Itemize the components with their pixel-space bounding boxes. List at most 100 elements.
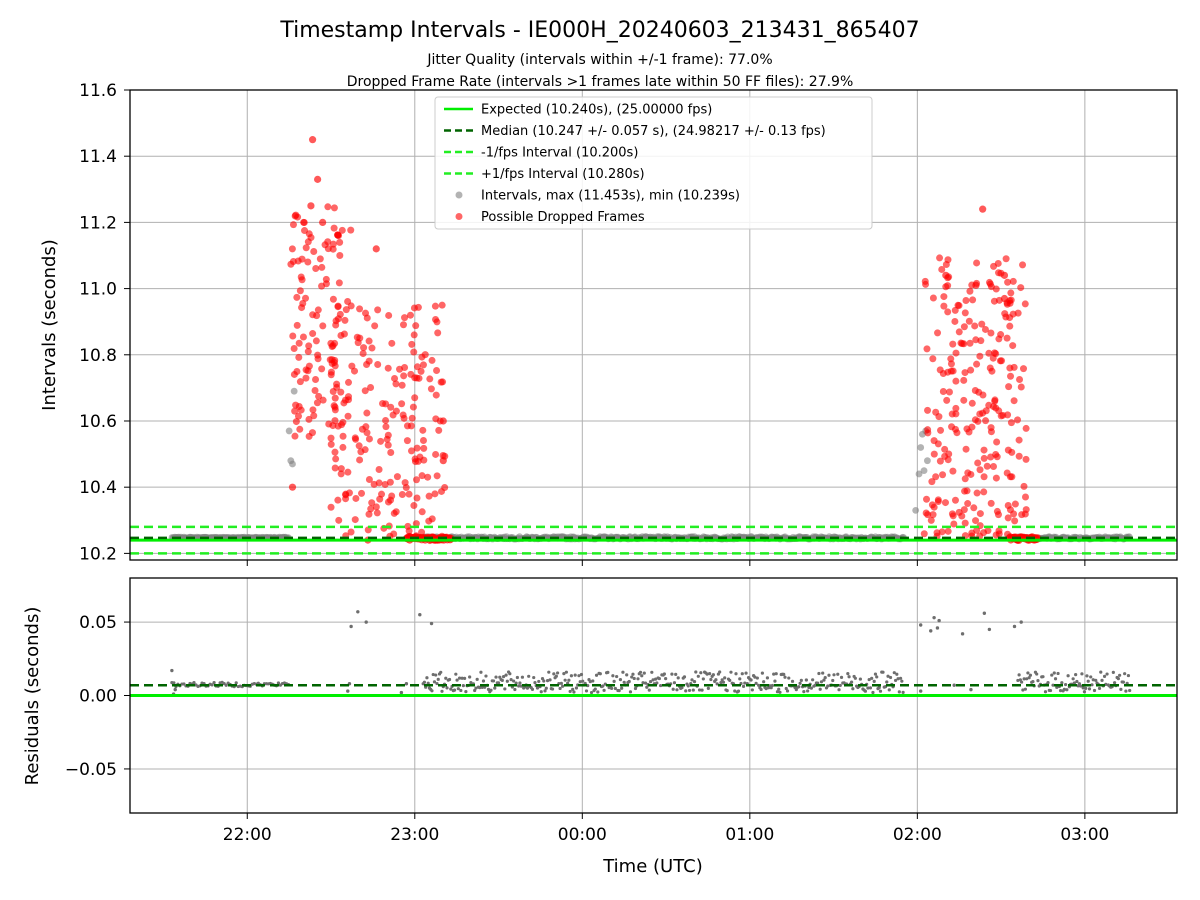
residual-point: [439, 670, 443, 674]
residual-point: [1043, 690, 1048, 694]
dropped-frame-point: [439, 378, 447, 386]
dropped-frame-point: [310, 412, 318, 420]
dropped-frame-point: [1021, 300, 1029, 308]
dropped-frame-point: [976, 352, 984, 360]
dropped-frame-point: [1000, 271, 1009, 279]
residual-point: [468, 675, 472, 679]
residual-point: [960, 632, 965, 636]
dropped-frame-point: [398, 381, 406, 389]
residual-point: [935, 626, 940, 630]
residual-point: [1055, 685, 1059, 689]
dropped-frame-point: [433, 472, 441, 480]
dropped-frame-point: [1007, 372, 1015, 380]
residual-point: [598, 672, 602, 676]
residual-point: [687, 688, 692, 693]
residual-point: [561, 684, 565, 688]
residual-point: [509, 678, 513, 682]
dropped-frame-point: [992, 285, 1000, 293]
residual-point: [1017, 673, 1021, 677]
residual-point: [839, 675, 844, 679]
residual-point: [875, 675, 879, 679]
residual-point: [729, 670, 733, 674]
residual-point: [901, 690, 905, 694]
dropped-frame-point: [971, 386, 979, 394]
residual-point: [1012, 624, 1017, 629]
dropped-frame-point: [432, 391, 440, 399]
dropped-frame-point: [992, 531, 1000, 539]
residual-point: [932, 615, 936, 620]
residual-point: [846, 672, 850, 676]
residual-point: [871, 690, 875, 695]
dropped-frame-point: [920, 530, 928, 538]
dropped-frame-point: [413, 494, 421, 502]
dropped-frame-point: [295, 353, 303, 361]
residual-point: [898, 676, 903, 680]
residual-point: [475, 677, 479, 681]
residual-point: [444, 676, 448, 680]
dropped-frame-point: [335, 279, 343, 287]
residual-point: [478, 686, 482, 690]
residual-point: [617, 689, 621, 693]
dropped-frame-point: [296, 425, 304, 433]
dropped-frame-point: [1009, 342, 1017, 350]
dropped-frame-point: [324, 245, 332, 253]
residual-point: [493, 686, 497, 690]
residuals-x-ticks: 22:00 23:00 00:00 01:00 02:00 03:00: [223, 813, 1109, 845]
residual-point: [770, 683, 775, 688]
residual-point: [1090, 683, 1094, 687]
residual-point: [888, 675, 893, 680]
residual-point: [651, 678, 655, 682]
residual-point: [675, 688, 679, 692]
dropped-frame-point: [435, 426, 443, 434]
dropped-frame-point: [307, 202, 315, 210]
dropped-frame-point: [290, 370, 298, 378]
dropped-frame-point: [976, 510, 984, 518]
dropped-frame-point: [965, 428, 973, 436]
dropped-frame-point: [961, 475, 969, 483]
residual-point: [1041, 675, 1045, 679]
dropped-frame-point: [921, 277, 929, 285]
dropped-frame-point: [347, 302, 355, 310]
residual-point: [1062, 687, 1066, 691]
residual-point: [1080, 672, 1084, 676]
residual-point: [473, 688, 477, 693]
dropped-frame-point: [958, 340, 966, 348]
dropped-frame-point: [393, 473, 401, 481]
residual-point: [1065, 688, 1069, 692]
dropped-frame-point: [377, 437, 385, 445]
residual-point: [577, 674, 581, 678]
dropped-frame-point: [1009, 277, 1017, 285]
dropped-frame-point: [960, 323, 968, 331]
residual-point: [494, 675, 498, 679]
dropped-frame-point: [313, 399, 321, 407]
dropped-frame-point: [1017, 284, 1025, 292]
dropped-frame-point: [340, 399, 348, 407]
residual-point: [777, 687, 781, 691]
residual-point: [816, 681, 820, 685]
residual-point: [460, 676, 464, 680]
residual-point: [749, 678, 753, 682]
residual-point: [734, 672, 738, 676]
dropped-frame-point: [365, 510, 373, 518]
dropped-frame-point: [929, 294, 937, 302]
residual-point: [1063, 682, 1068, 687]
dropped-frame-point: [407, 422, 415, 430]
dropped-frame-point: [365, 476, 373, 484]
dropped-frame-point: [961, 309, 969, 317]
dropped-frame-point: [993, 438, 1001, 446]
residual-point: [886, 674, 890, 678]
dropped-frame-point: [401, 479, 409, 487]
intervals-y-tick-label: 11.0: [79, 280, 117, 300]
dropped-frame-point: [336, 238, 344, 246]
residual-point: [782, 672, 786, 676]
dropped-frame-point: [329, 295, 337, 303]
dropped-frame-point: [939, 471, 947, 479]
residual-point: [1084, 686, 1088, 690]
dropped-frame-point: [356, 334, 364, 342]
dropped-frame-point: [328, 343, 336, 351]
residual-point: [647, 688, 651, 692]
residual-point: [515, 675, 519, 680]
dropped-frame-point: [1004, 514, 1012, 522]
residual-point: [537, 679, 541, 684]
residual-point: [581, 679, 585, 683]
